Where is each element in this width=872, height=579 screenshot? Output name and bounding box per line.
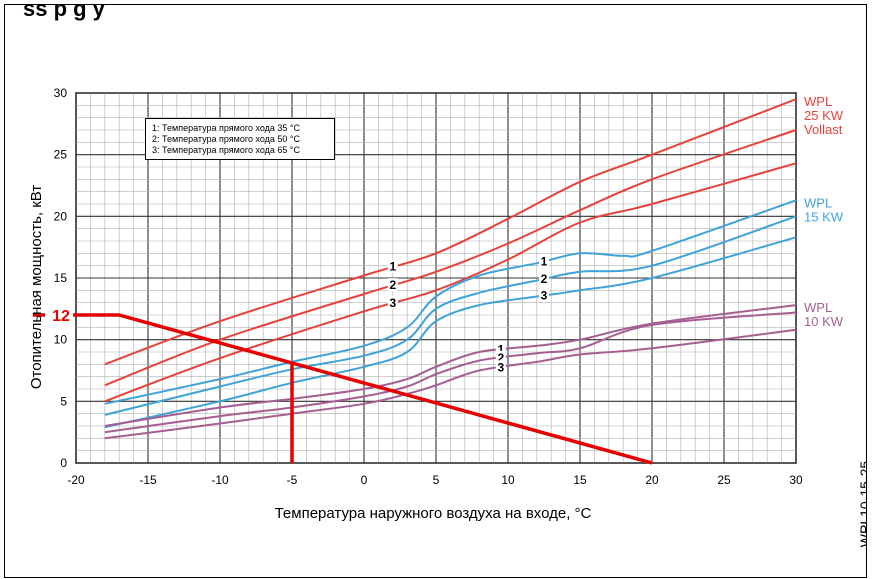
curve-number: 2 [541, 272, 548, 286]
group-label-line: Vollast [804, 122, 843, 137]
y-tick-label: 25 [54, 148, 68, 162]
axis-ticks: -20 -15 -10 -5 0 5 10 15 20 25 30 0 5 10 15 20 25 30 [54, 86, 803, 487]
x-tick-label: 10 [501, 473, 515, 487]
legend-entry-3: 3: Температура прямого хода 65 °C [152, 145, 301, 155]
y-tick-label: 30 [54, 86, 68, 100]
curve-number-bg [539, 272, 549, 286]
legend-entry-1: 1: Температура прямого хода 35 °C [152, 123, 301, 133]
x-tick-label: -5 [287, 473, 298, 487]
curve-number-bg [495, 350, 506, 364]
group-label-line: WPL [804, 94, 832, 109]
curve-legend: 1: Температура прямого хода 35 °C 2: Тем… [145, 118, 335, 160]
curve-number-bg [495, 342, 506, 356]
series-line [104, 311, 797, 434]
x-tick-label: 0 [361, 473, 368, 487]
x-tick-label: 25 [717, 473, 731, 487]
y-tick-label: 10 [54, 333, 68, 347]
figure-code: WPL10-15-25 [857, 460, 867, 548]
curve-number-bg [387, 295, 398, 309]
curve-number: 2 [389, 278, 396, 292]
y-tick-label: 0 [60, 456, 67, 470]
curve-number: 1 [541, 255, 548, 269]
curve-number: 2 [497, 351, 504, 365]
series-line [104, 199, 797, 405]
page-title: ss p g y [23, 4, 105, 21]
x-tick-label: 30 [789, 473, 803, 487]
x-tick-label: -20 [67, 473, 85, 487]
curve-number: 3 [541, 288, 548, 302]
curve-number-bg [387, 259, 398, 273]
annotation-layer: 12 [32, 306, 653, 465]
curve-number: 3 [497, 360, 504, 374]
x-tick-label: -10 [211, 473, 229, 487]
curve-number: 1 [497, 343, 504, 357]
curve-number-bg [539, 288, 549, 302]
series-line [104, 162, 797, 403]
legend-entry-2: 2: Температура прямого хода 50 °C [152, 134, 301, 144]
x-tick-label: 20 [645, 473, 659, 487]
group-label-line: 15 KW [804, 209, 844, 224]
series-curves [104, 98, 797, 440]
curve-number: 3 [389, 296, 396, 310]
figure-frame: ss p g y -20 -15 -10 -5 0 5 10 15 20 25 30 0 5 10 15 20… [4, 4, 867, 578]
x-axis-title: Температура наружного воздуха на входе, … [275, 505, 592, 522]
curve-number-bg [387, 278, 398, 292]
series-line [104, 328, 797, 440]
series-line [104, 98, 797, 366]
group-label-line: 25 KW [804, 108, 844, 123]
series-line [104, 304, 797, 427]
series-line [104, 215, 797, 416]
curve-number-bg [539, 254, 549, 268]
group-label-line: 10 KW [804, 314, 844, 329]
annotation-label: 12 [52, 308, 70, 325]
y-tick-label: 5 [60, 394, 67, 408]
group-label-line: WPL [804, 195, 832, 210]
y-tick-label: 15 [54, 271, 68, 285]
y-tick-label: 20 [54, 209, 68, 223]
series-line [104, 129, 797, 387]
curve-number: 1 [389, 260, 396, 274]
y-axis-title: Отопительная мощность, кВт [28, 185, 45, 389]
group-label-line: WPL [804, 300, 832, 315]
x-tick-label: -15 [139, 473, 157, 487]
annotation-label-bg [45, 306, 73, 324]
x-tick-label: 5 [433, 473, 440, 487]
series-line [104, 236, 797, 429]
curve-number-bg [495, 360, 506, 374]
x-tick-label: 15 [573, 473, 587, 487]
